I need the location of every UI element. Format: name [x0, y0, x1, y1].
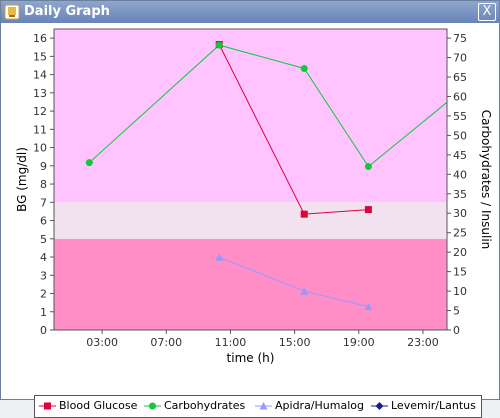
y-right-tick-label: 15 — [453, 266, 467, 279]
point-apidra-humalog — [215, 253, 224, 261]
window-title: Daily Graph — [24, 4, 110, 19]
y-right-tick-label: 60 — [453, 90, 467, 103]
y-left-tick-label: 15 — [33, 50, 47, 63]
daily-graph-chart: 0123456789101112131415160510152025303540… — [15, 28, 493, 365]
band-target — [54, 202, 447, 239]
point-blood-glucose — [300, 210, 308, 218]
point-carbohydrates — [215, 41, 223, 49]
legend-label: Blood Glucose — [59, 399, 138, 412]
band-high — [54, 29, 447, 203]
y-left-tick-label: 10 — [33, 142, 47, 155]
y-axis-right-label: Carbohydrates / Insulin — [479, 110, 493, 250]
legend-label: Apidra/Humalog — [275, 399, 364, 412]
y-left-tick-label: 5 — [40, 233, 47, 246]
y-left-tick-label: 9 — [40, 160, 47, 173]
legend-square-marker-icon — [39, 402, 56, 410]
y-left-tick-label: 2 — [40, 288, 47, 301]
y-right-tick-label: 30 — [453, 207, 467, 220]
point-carbohydrates — [364, 163, 372, 171]
x-tick-label: 11:00 — [215, 336, 247, 349]
x-tick-label: 15:00 — [279, 336, 311, 349]
y-axis-left-label: BG (mg/dl) — [15, 147, 29, 212]
legend-circle-marker-icon — [144, 402, 161, 410]
point-blood-glucose — [364, 206, 372, 214]
legend-diamond-marker-icon — [371, 402, 388, 410]
x-tick-label: 19:00 — [343, 336, 375, 349]
y-right-tick-label: 20 — [453, 246, 467, 259]
legend: Blood Glucose Carbohydrates Apidra/Humal… — [34, 395, 482, 418]
y-right-tick-label: 0 — [453, 324, 460, 337]
y-right-tick-label: 5 — [453, 305, 460, 318]
x-tick-label: 23:00 — [407, 336, 439, 349]
y-left-tick-label: 13 — [33, 87, 47, 100]
y-left-tick-label: 7 — [40, 196, 47, 209]
close-button[interactable]: X — [478, 3, 496, 21]
y-right-tick-label: 25 — [453, 227, 467, 240]
y-right-tick-label: 50 — [453, 129, 467, 142]
y-right-tick-label: 75 — [453, 32, 467, 45]
close-icon: X — [482, 4, 492, 19]
legend-label: Carbohydrates — [164, 399, 246, 412]
title-bar[interactable]: Daily Graph X — [1, 1, 499, 23]
legend-label: Levemir/Lantus — [391, 399, 476, 412]
y-left-tick-label: 0 — [40, 324, 47, 337]
plot-frame — [53, 28, 448, 331]
y-left-tick-label: 3 — [40, 269, 47, 282]
y-right-tick-label: 10 — [453, 285, 467, 298]
y-left-tick-label: 6 — [40, 215, 47, 228]
band-low — [54, 238, 447, 330]
y-left-tick-label: 1 — [40, 306, 47, 319]
y-left-tick-label: 16 — [33, 32, 47, 45]
point-carbohydrates — [85, 159, 93, 167]
y-right-tick-label: 35 — [453, 188, 467, 201]
legend-triangle-marker-icon — [255, 402, 272, 410]
app-icon — [4, 4, 20, 20]
point-apidra-humalog — [300, 287, 309, 295]
point-apidra-humalog — [364, 302, 373, 311]
x-tick-label: 03:00 — [86, 336, 118, 349]
y-left-tick-label: 11 — [33, 123, 47, 136]
y-left-tick-label: 8 — [40, 178, 47, 191]
x-tick-label: 07:00 — [150, 336, 182, 349]
y-right-tick-label: 55 — [453, 110, 467, 123]
chart-area: 0 1 2 3 4 5 6 7 8 9 10 11 12 13 14 15 16 0 5 10 15 20 25 30 35 40… — [1, 23, 499, 418]
y-left-tick-label: 4 — [40, 251, 47, 264]
y-right-tick-label: 45 — [453, 149, 467, 162]
y-left-tick-label: 14 — [33, 69, 47, 82]
y-right-tick-label: 65 — [453, 71, 467, 84]
y-right-tick-label: 40 — [453, 168, 467, 181]
x-axis-label: time (h) — [227, 351, 275, 365]
y-right-tick-label: 70 — [453, 52, 467, 65]
point-carbohydrates — [300, 64, 308, 72]
y-left-tick-label: 12 — [33, 105, 47, 118]
